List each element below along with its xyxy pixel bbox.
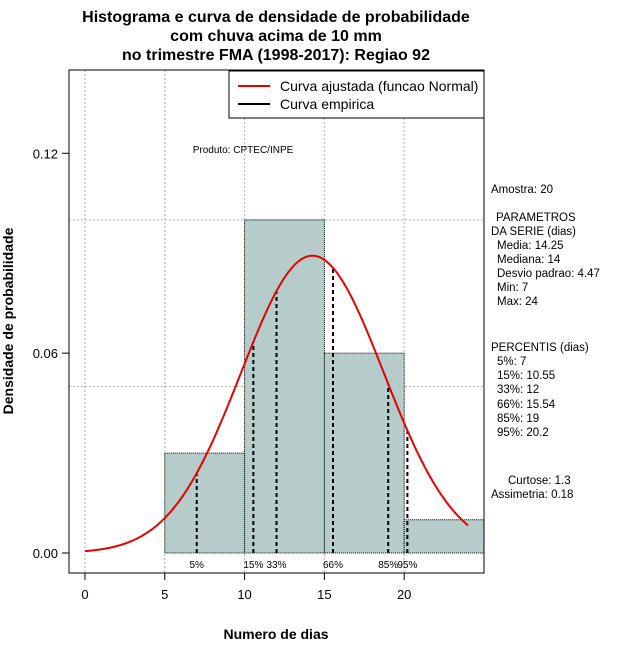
percentile-5: 5%: 7 xyxy=(497,356,526,368)
percentile-label-0: 5% xyxy=(189,560,204,571)
legend-label-fitted: Curva ajustada (funcao Normal) xyxy=(280,78,478,94)
sample-size: Amostra: 20 xyxy=(491,184,553,196)
legend-label-empirical: Curva empirica xyxy=(280,96,374,112)
normal-curve xyxy=(84,254,469,553)
x-tick-label-3: 15 xyxy=(317,587,331,602)
percentile-15: 15%: 10.55 xyxy=(497,370,555,382)
legend: Curva ajustada (funcao Normal) Curva emp… xyxy=(228,70,485,119)
percentile-label-5: 95% xyxy=(397,560,417,571)
statistics-panel: Amostra: 20 PARAMETROS DA SERIE (dias) M… xyxy=(491,184,600,501)
chart-title-line-1: Histograma e curva de densidade de proba… xyxy=(82,9,470,26)
percentile-label-3: 66% xyxy=(323,560,343,571)
x-axis-title: Numero de dias xyxy=(223,626,328,642)
percentile-label-4: 85% xyxy=(378,560,398,571)
parameters-title-1: PARAMETROS xyxy=(496,212,576,224)
param-median: Mediana: 14 xyxy=(497,254,561,266)
histogram-bar-2 xyxy=(323,352,405,554)
percentile-95: 95%: 20.2 xyxy=(497,427,549,439)
grid-lines xyxy=(69,70,484,573)
chart-title-line-2: com chuva acima de 10 mm xyxy=(170,28,382,45)
percentile-label-1: 15% xyxy=(243,560,263,571)
y-axis-title: Densidade de probabilidade xyxy=(0,227,16,414)
percentile-66: 66%: 15.54 xyxy=(497,399,556,411)
parameters-title-2: DA SERIE (dias) xyxy=(491,226,576,238)
x-axis: 0 5 10 15 20 xyxy=(81,572,411,602)
normal-curve-group xyxy=(84,254,469,553)
y-tick-label-1: 0.06 xyxy=(33,346,58,361)
x-tick-label-1: 5 xyxy=(161,587,168,602)
y-tick-label-2: 0.12 xyxy=(33,146,58,161)
percentile-label-2: 33% xyxy=(266,560,286,571)
percentile-33: 33%: 12 xyxy=(497,384,539,396)
percentile-labels: 5% 15% 33% 66% 85% 95% xyxy=(189,560,417,571)
product-annotation: Produto: CPTEC/INPE xyxy=(193,145,294,156)
y-axis: 0.00 0.06 0.12 xyxy=(33,146,70,561)
percentile-lines xyxy=(195,267,409,554)
param-min: Min: 7 xyxy=(497,282,528,294)
histogram-bar-3 xyxy=(403,519,485,554)
y-tick-label-0: 0.00 xyxy=(33,546,58,561)
legend-box xyxy=(228,70,485,119)
skewness: Assimetria: 0.18 xyxy=(491,489,573,501)
x-tick-label-4: 20 xyxy=(397,587,411,602)
param-std-dev: Desvio padrao: 4.47 xyxy=(497,268,600,280)
percentiles-title: PERCENTIS (dias) xyxy=(491,342,589,354)
percentile-85: 85%: 19 xyxy=(497,413,539,425)
param-mean: Media: 14.25 xyxy=(497,240,564,252)
param-max: Max: 24 xyxy=(497,296,539,308)
histogram-bars xyxy=(164,219,485,554)
kurtosis: Curtose: 1.3 xyxy=(508,475,571,487)
x-tick-label-2: 10 xyxy=(237,587,251,602)
histogram-bar-1 xyxy=(244,219,325,554)
chart-title-line-3: no trimestre FMA (1998-2017): Regiao 92 xyxy=(122,47,430,64)
x-tick-label-0: 0 xyxy=(81,587,88,602)
